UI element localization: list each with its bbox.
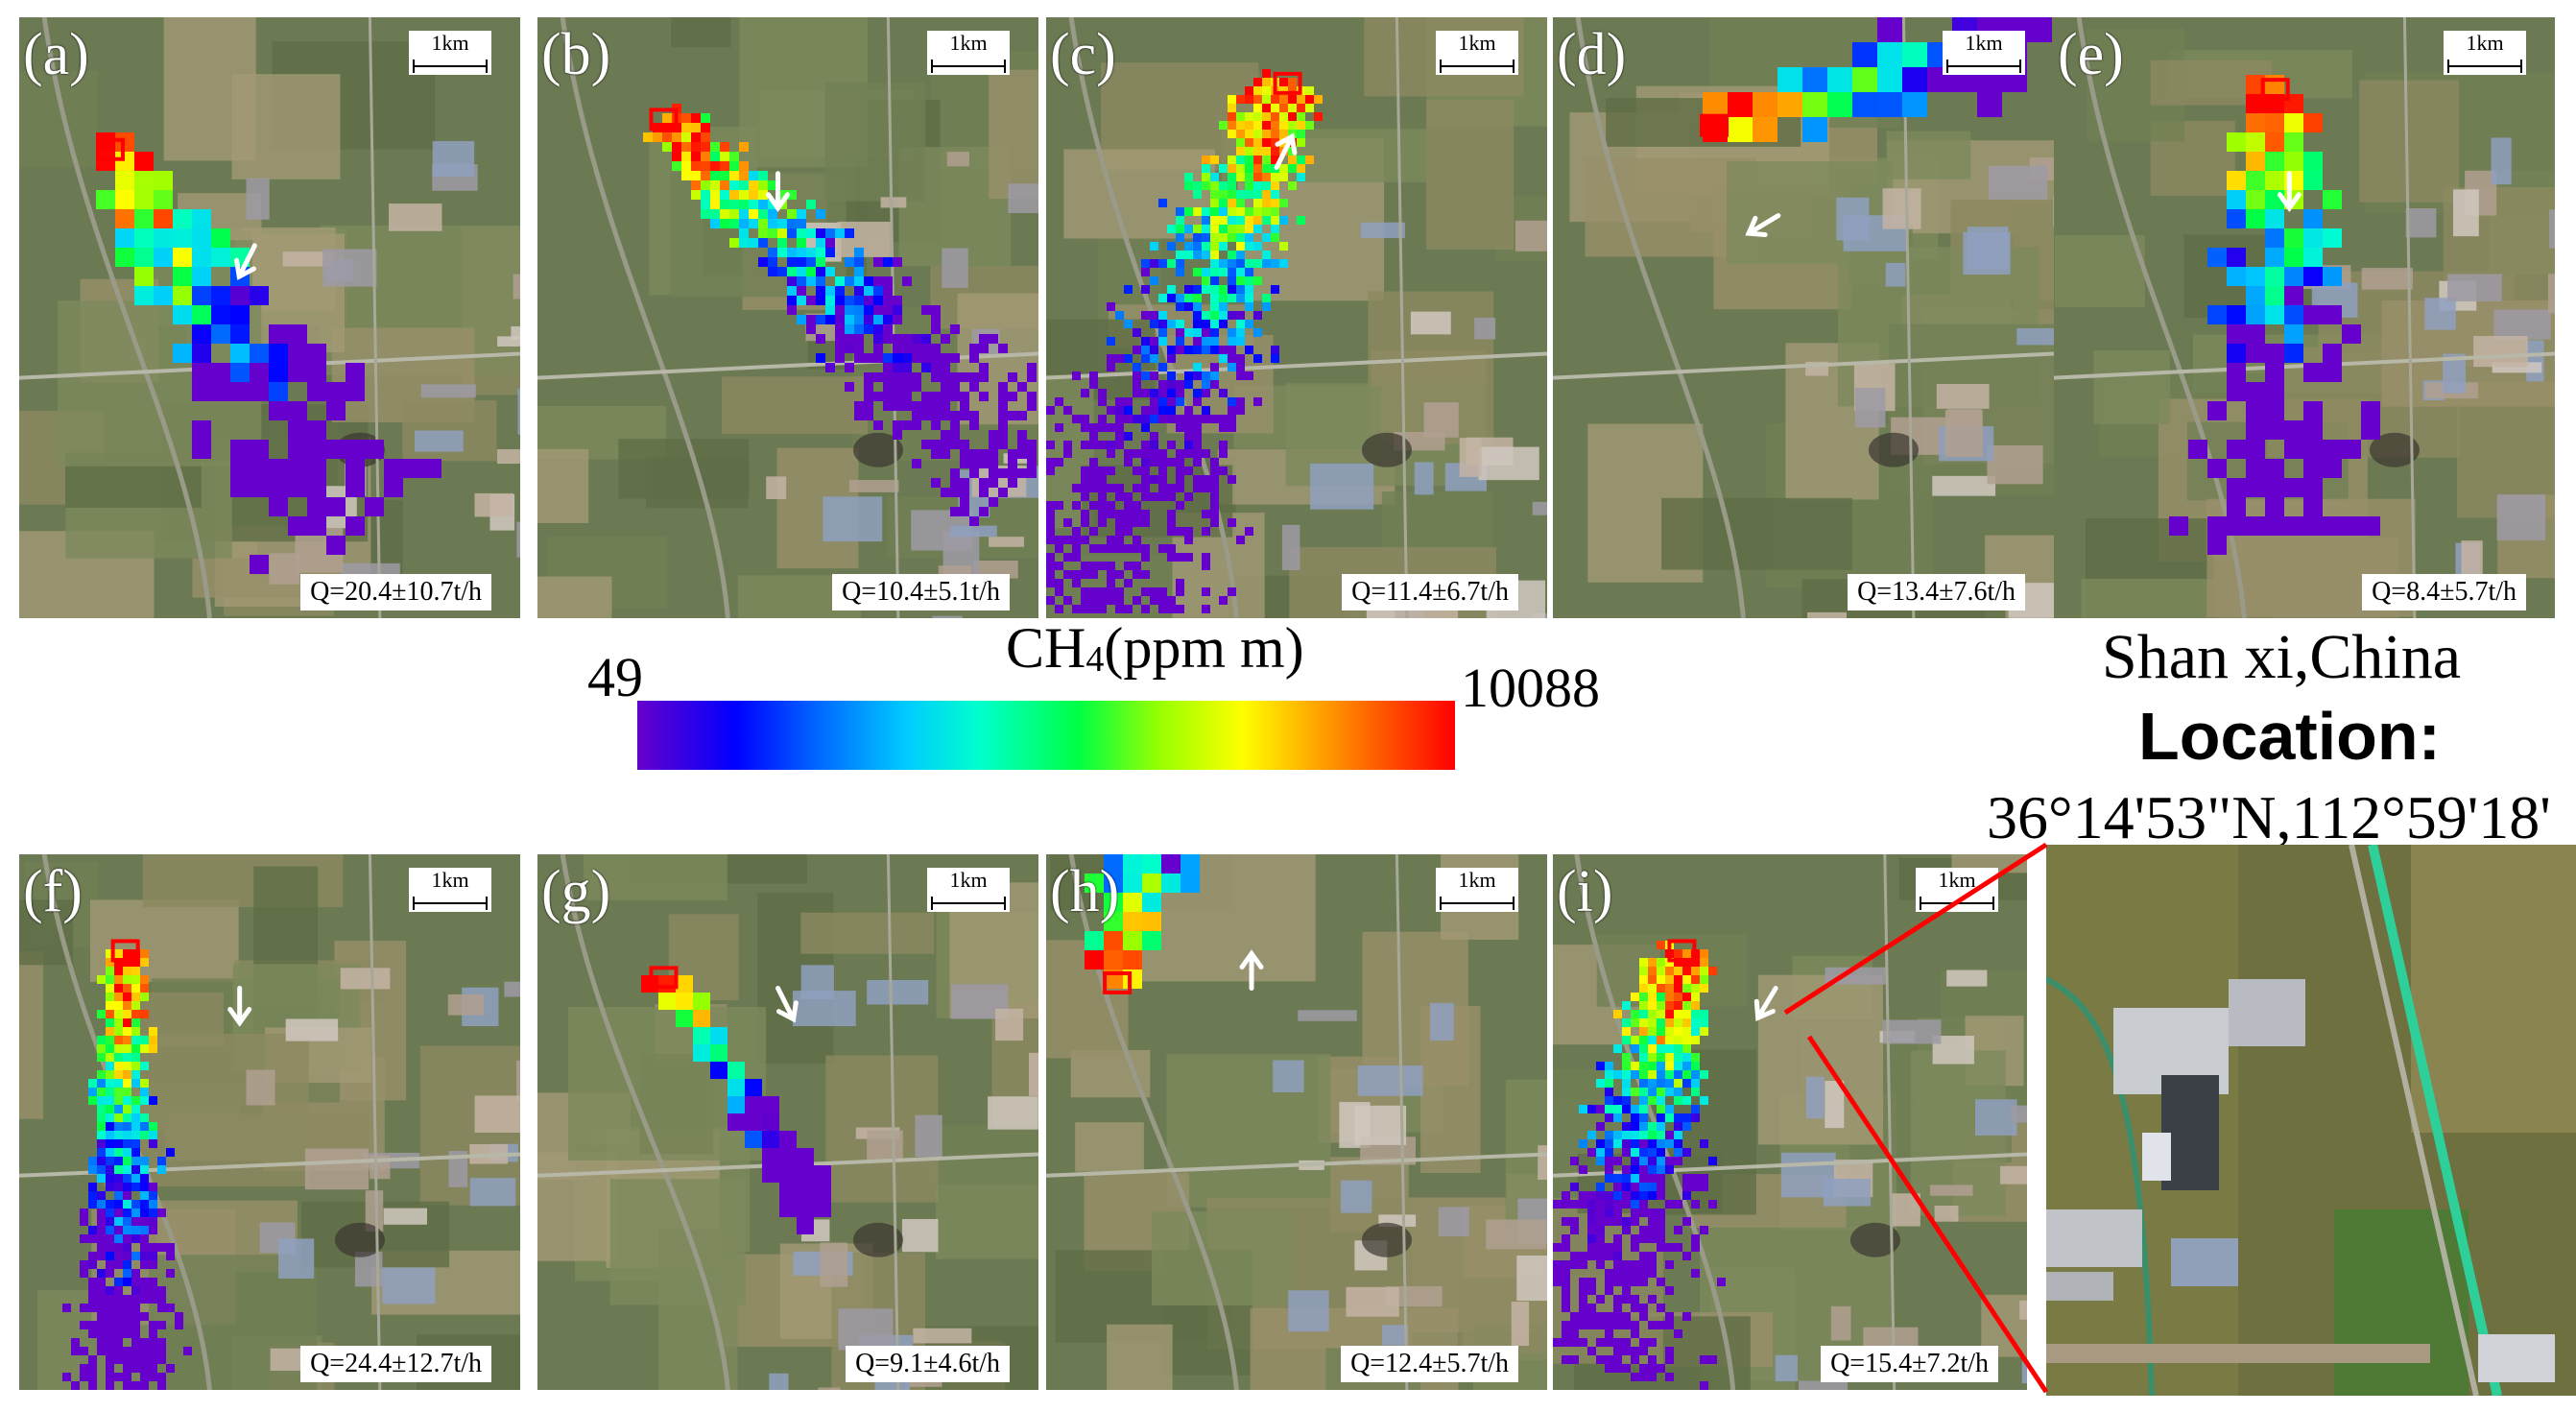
satellite-map-h	[1046, 854, 1547, 1390]
emission-rate: Q=10.4±5.1t/h	[832, 573, 1010, 610]
methane-plume	[1553, 941, 1726, 1390]
methane-plume	[1046, 69, 1323, 613]
satellite-map-f	[19, 854, 520, 1390]
methane-plume	[2169, 75, 2380, 555]
methane-plume	[62, 949, 192, 1390]
colorbar-title-main: CH	[1006, 616, 1086, 680]
panel-label: (e)	[2058, 22, 2124, 87]
scale-bar: 1km	[927, 868, 1010, 912]
wind-direction-arrow-icon	[2277, 171, 2302, 213]
methane-plume	[643, 104, 1037, 526]
panel-i: (i) 1km Q=15.4±7.2t/h	[1553, 854, 2027, 1390]
emission-rate: Q=8.4±5.7t/h	[2362, 573, 2526, 610]
panel-d: (d) 1km Q=13.4±7.6t/h	[1553, 17, 2054, 618]
wind-direction-arrow-icon	[234, 243, 257, 280]
satellite-map-b	[537, 17, 1038, 618]
colorbar-title-unit: (ppm m)	[1104, 616, 1304, 680]
wind-direction-arrow-icon	[1745, 213, 1781, 237]
scale-text: 1km	[949, 31, 988, 55]
colorbar-title: CH4(ppm m)	[1006, 619, 1304, 678]
scale-text: 1km	[1458, 31, 1496, 55]
satellite-map-i	[1553, 854, 2027, 1390]
panel-label: (b)	[541, 22, 611, 87]
methane-plume	[641, 975, 831, 1234]
methane-plume	[1085, 854, 1200, 989]
wind-direction-arrow-icon	[227, 986, 252, 1027]
panel-e: (e) 1km Q=8.4±5.7t/h	[2054, 17, 2555, 618]
wind-direction-arrow-icon	[766, 171, 791, 213]
scale-bar: 1km	[409, 31, 491, 75]
scale-text: 1km	[431, 868, 469, 892]
source-marker	[1700, 113, 1729, 137]
wind-direction-arrow-icon	[1274, 132, 1298, 170]
facility-inset-map	[2046, 845, 2576, 1396]
emission-rate: Q=15.4±7.2t/h	[1821, 1345, 1998, 1382]
panel-label: (c)	[1050, 22, 1116, 87]
scale-text: 1km	[1938, 868, 1976, 892]
wind-direction-arrow-icon	[775, 986, 799, 1023]
colorbar-min: 49	[587, 646, 643, 708]
panel-label: (i)	[1557, 859, 1613, 924]
source-marker	[95, 137, 125, 161]
emission-rate: Q=13.4±7.6t/h	[1848, 573, 2025, 610]
source-marker	[649, 966, 679, 990]
facility-image	[2046, 845, 2576, 1396]
location-coordinates: 36°14'53"N,112°59'18'	[1987, 783, 2551, 851]
basemap	[537, 17, 1038, 618]
scale-text: 1km	[949, 868, 988, 892]
scale-bar: 1km	[1943, 31, 2025, 75]
panel-c: (c) 1km Q=11.4±6.7t/h	[1046, 17, 1547, 618]
emission-rate: Q=24.4±12.7t/h	[300, 1345, 491, 1382]
panel-label: (f)	[23, 859, 83, 924]
source-marker	[2260, 78, 2290, 102]
satellite-map-e	[2054, 17, 2555, 618]
emission-rate: Q=20.4±10.7t/h	[300, 573, 491, 610]
scale-text: 1km	[1458, 868, 1496, 892]
scale-bar: 1km	[409, 868, 491, 912]
satellite-map-a	[19, 17, 520, 618]
basemap	[19, 17, 520, 618]
source-marker	[1273, 71, 1302, 95]
colorbar-max: 10088	[1461, 657, 1600, 719]
colorbar-title-sub: 4	[1085, 639, 1105, 680]
source-marker	[1667, 939, 1697, 963]
panel-g: (g) 1km Q=9.1±4.6t/h	[537, 854, 1038, 1390]
scale-text: 1km	[2466, 31, 2504, 55]
satellite-map-c	[1046, 17, 1547, 618]
scale-text: 1km	[431, 31, 469, 55]
wind-direction-arrow-icon	[1753, 986, 1778, 1022]
panel-label: (h)	[1050, 859, 1120, 924]
emission-rate: Q=12.4±5.7t/h	[1341, 1345, 1518, 1382]
source-marker	[649, 108, 679, 132]
scale-bar: 1km	[2444, 31, 2526, 75]
scale-bar: 1km	[927, 31, 1010, 75]
source-marker	[1103, 970, 1133, 994]
panel-label: (d)	[1557, 22, 1627, 87]
satellite-map-d	[1553, 17, 2054, 618]
location-label: Location:	[2138, 699, 2441, 774]
panel-label: (a)	[23, 22, 89, 87]
panel-a: (a) 1km Q=20.4±10.7t/h	[19, 17, 520, 618]
wind-direction-arrow-icon	[1239, 949, 1264, 991]
scale-bar: 1km	[1436, 868, 1518, 912]
basemap	[537, 854, 1038, 1390]
location-region: Shan xi,China	[2102, 622, 2461, 692]
panel-h: (h) 1km Q=12.4±5.7t/h	[1046, 854, 1547, 1390]
scale-bar: 1km	[1916, 868, 1998, 912]
panel-f: (f) 1km Q=24.4±12.7t/h	[19, 854, 520, 1390]
scale-text: 1km	[1965, 31, 2003, 55]
satellite-map-g	[537, 854, 1038, 1390]
panel-label: (g)	[541, 859, 611, 924]
colorbar	[637, 701, 1455, 770]
source-marker	[110, 939, 140, 963]
methane-plume	[96, 132, 441, 574]
emission-rate: Q=11.4±6.7t/h	[1342, 573, 1518, 610]
scale-bar: 1km	[1436, 31, 1518, 75]
panel-b: (b) 1km Q=10.4±5.1t/h	[537, 17, 1038, 618]
emission-rate: Q=9.1±4.6t/h	[846, 1345, 1010, 1382]
